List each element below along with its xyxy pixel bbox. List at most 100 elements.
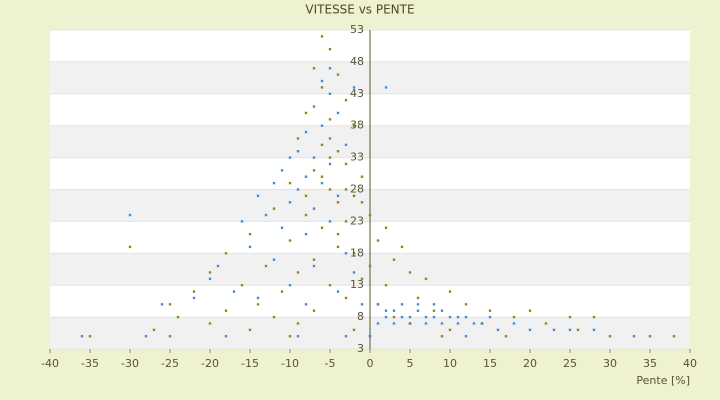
point [296, 322, 300, 325]
point [288, 181, 292, 185]
point [336, 194, 340, 198]
point [128, 213, 132, 217]
point [208, 271, 212, 274]
x-tick-label: 10 [443, 357, 457, 370]
point [408, 271, 412, 274]
point [384, 309, 388, 312]
point [288, 201, 292, 204]
point [360, 277, 364, 281]
point [192, 290, 196, 293]
point [328, 188, 332, 191]
point [568, 315, 572, 319]
point [312, 156, 316, 159]
point [328, 137, 332, 140]
point [288, 156, 292, 159]
point [344, 143, 348, 147]
point [272, 258, 276, 261]
x-tick-label: 40 [683, 357, 697, 370]
point [344, 162, 348, 166]
point [392, 315, 396, 319]
point [472, 322, 476, 325]
point [272, 181, 276, 185]
point [456, 322, 460, 325]
point [360, 303, 364, 306]
point [400, 303, 404, 306]
point [152, 328, 156, 332]
point [320, 124, 324, 127]
point [336, 111, 340, 115]
point [240, 220, 244, 223]
point [648, 335, 652, 338]
y-tick-label: 33 [350, 151, 364, 164]
point [344, 335, 348, 338]
x-tick-label: -30 [121, 357, 139, 370]
point [368, 264, 372, 268]
point [216, 264, 220, 268]
point [272, 207, 276, 210]
x-tick-label: 25 [563, 357, 577, 370]
x-tick-label: -35 [81, 357, 99, 370]
point [248, 232, 252, 236]
point [672, 335, 676, 338]
x-axis-label: Pente [%] [636, 374, 690, 387]
point [368, 213, 372, 217]
point [568, 328, 572, 332]
point [552, 328, 556, 332]
point [416, 303, 420, 306]
point [360, 201, 364, 204]
y-tick-label: 3 [357, 342, 364, 355]
point [488, 315, 492, 319]
point [304, 194, 308, 198]
point [288, 239, 292, 242]
point [440, 322, 444, 325]
point [304, 130, 308, 134]
point [328, 92, 332, 95]
x-tick-label: -20 [201, 357, 219, 370]
point [256, 303, 260, 306]
point [312, 105, 316, 108]
point [304, 111, 308, 115]
x-tick-label: 15 [483, 357, 497, 370]
point [248, 328, 252, 332]
x-tick-label: -10 [281, 357, 299, 370]
point [344, 252, 348, 255]
point [512, 322, 516, 325]
y-tick-label: 28 [350, 183, 364, 196]
point [256, 296, 260, 300]
point [224, 335, 228, 338]
point [344, 188, 348, 191]
point [280, 169, 284, 172]
point [432, 303, 436, 306]
point [384, 86, 388, 89]
point [432, 315, 436, 319]
point [296, 150, 300, 153]
point [464, 335, 468, 338]
point [376, 239, 380, 242]
point [384, 226, 388, 229]
point [192, 296, 196, 300]
x-tick-label: -25 [161, 357, 179, 370]
point [336, 290, 340, 293]
y-tick-label: 38 [350, 119, 364, 132]
point [544, 322, 548, 325]
point [264, 213, 268, 217]
point [336, 232, 340, 236]
point [320, 35, 324, 38]
point [416, 296, 420, 300]
point [320, 79, 324, 83]
point [352, 124, 356, 127]
point [448, 315, 452, 319]
point [264, 264, 268, 268]
point [432, 309, 436, 312]
point [424, 277, 428, 281]
point [376, 322, 380, 325]
point [368, 335, 372, 338]
point [80, 335, 84, 338]
point [312, 264, 316, 268]
point [304, 213, 308, 217]
point [88, 335, 92, 338]
point [344, 220, 348, 223]
point [296, 335, 300, 338]
